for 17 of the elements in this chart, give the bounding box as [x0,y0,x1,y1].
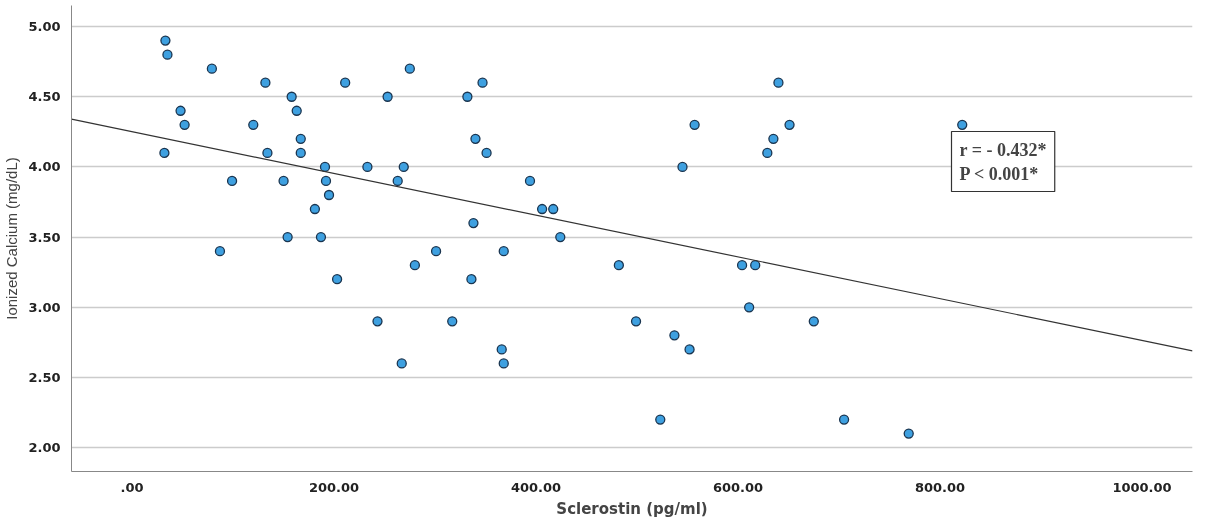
x-tick-label: 1000.00 [1112,479,1172,495]
y-tick-label: 5.00 [28,19,61,35]
x-tick-label: 200.00 [308,479,360,495]
y-tick-label: 4.00 [28,159,61,175]
y-tick-label: 2.50 [28,369,61,385]
x-tick-label: 600.00 [712,479,764,495]
x-axis-title: Sclerostin (pg/ml) [556,499,708,518]
annotation: r = - 0.432* [959,139,1047,160]
y-tick-label: 3.50 [28,229,61,245]
y-axis-title: Ionized Calcium (mg/dL) [3,157,21,320]
y-tick-label: 3.00 [28,299,61,315]
x-tick-label: .00 [120,479,144,495]
y-tick-label: 4.50 [28,89,61,105]
x-tick-label: 400.00 [510,479,562,495]
x-tick-label: 800.00 [914,479,966,495]
y-tick-label: 2.00 [28,440,61,456]
annotation: P < 0.001* [959,163,1039,184]
